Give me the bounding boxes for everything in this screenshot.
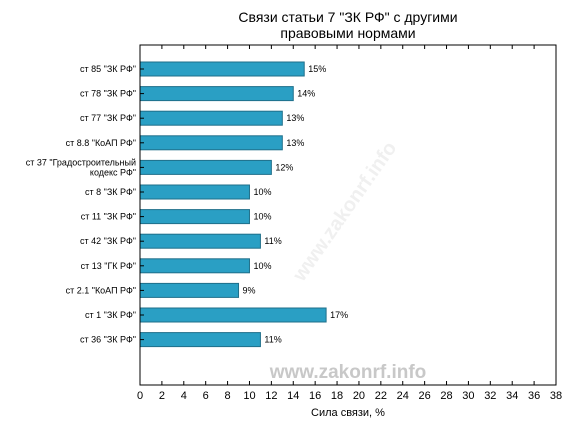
bar-value-label: 9% <box>243 285 256 295</box>
category-label: кодекс РФ" <box>90 167 136 177</box>
bar <box>139 61 305 77</box>
bar <box>139 307 327 323</box>
x-tick-label: 22 <box>375 390 387 402</box>
x-tick-label: 16 <box>309 390 321 402</box>
bars-group <box>139 61 327 348</box>
bar-value-label: 12% <box>275 162 293 172</box>
x-tick-label: 0 <box>137 390 143 402</box>
category-label: ст 1 "ЗК РФ" <box>85 310 136 320</box>
bar-value-label: 17% <box>330 310 348 320</box>
bar-value-label: 11% <box>264 335 281 345</box>
bar-value-label: 14% <box>297 89 315 99</box>
x-tick-label: 12 <box>265 390 277 402</box>
category-label: ст 85 "ЗК РФ" <box>80 64 136 74</box>
bar-value-label: 15% <box>308 64 326 74</box>
x-tick-label: 26 <box>419 390 431 402</box>
watermark: www.zakonrf.info <box>269 362 427 383</box>
x-ticks-group: 0 2 4 6 8 10 12 14 16 18 20 22 24 26 28 30 32 34 36 38 <box>137 45 562 402</box>
x-tick-label: 8 <box>225 390 231 402</box>
bar <box>139 258 250 274</box>
x-tick-label: 20 <box>353 390 365 402</box>
category-labels-group: ст 85 "ЗК РФ" ст 78 "ЗК РФ" ст 77 "ЗК РФ" с… <box>26 64 136 345</box>
x-tick-label: 38 <box>550 390 562 402</box>
bar-value-label: 10% <box>253 187 271 197</box>
category-label: ст 11 "ЗК РФ" <box>81 212 136 222</box>
category-label: ст 37 "Градостроительный <box>26 157 136 167</box>
category-label: ст 36 "ЗК РФ" <box>80 335 136 345</box>
bar <box>139 209 250 225</box>
bar <box>139 135 283 151</box>
x-tick-label: 36 <box>528 390 540 402</box>
category-label: ст 13 "ГК РФ" <box>81 261 136 271</box>
category-label: ст 2.1 "КоАП РФ" <box>66 285 136 295</box>
bar-value-label: 13% <box>286 138 304 148</box>
bar <box>139 86 294 102</box>
x-tick-label: 6 <box>203 390 209 402</box>
x-tick-label: 10 <box>243 390 255 402</box>
x-tick-label: 4 <box>181 390 187 402</box>
x-tick-label: 24 <box>397 390 409 402</box>
bar <box>139 159 272 175</box>
x-tick-label: 32 <box>484 390 496 402</box>
category-label: ст 78 "ЗК РФ" <box>80 89 136 99</box>
value-labels-group: 15% 14% 13% 13% 12% 10% 10% 11% 10% 9% 17% 11% <box>243 64 349 345</box>
x-tick-label: 34 <box>506 390 518 402</box>
bar-value-label: 13% <box>286 113 304 123</box>
x-tick-label: 30 <box>462 390 474 402</box>
x-tick-label: 18 <box>331 390 343 402</box>
bar <box>139 184 250 200</box>
x-tick-label: 28 <box>440 390 452 402</box>
bar <box>139 332 261 348</box>
x-tick-label: 14 <box>287 390 299 402</box>
chart-title-line-1: Связи статьи 7 "ЗК РФ" с другими <box>238 9 457 25</box>
plot-frame <box>139 44 557 386</box>
bar-value-label: 11% <box>264 236 281 246</box>
chart-title-line-2: правовыми нормами <box>280 25 415 41</box>
category-label: ст 77 "ЗК РФ" <box>80 113 136 123</box>
y-ticks-group <box>140 68 144 341</box>
watermark-diagonal: www.zakonrf.info <box>288 138 401 286</box>
bar-value-label: 10% <box>253 212 271 222</box>
bar <box>139 282 240 298</box>
bar <box>139 110 283 126</box>
x-axis-title: Сила связи, % <box>311 407 385 419</box>
bar <box>139 233 261 249</box>
category-label: ст 8 "ЗК РФ" <box>85 187 136 197</box>
x-tick-label: 2 <box>159 390 165 402</box>
category-label: ст 8.8 "КоАП РФ" <box>66 138 136 148</box>
bar-value-label: 10% <box>253 261 271 271</box>
category-label: ст 42 "ЗК РФ" <box>80 236 136 246</box>
